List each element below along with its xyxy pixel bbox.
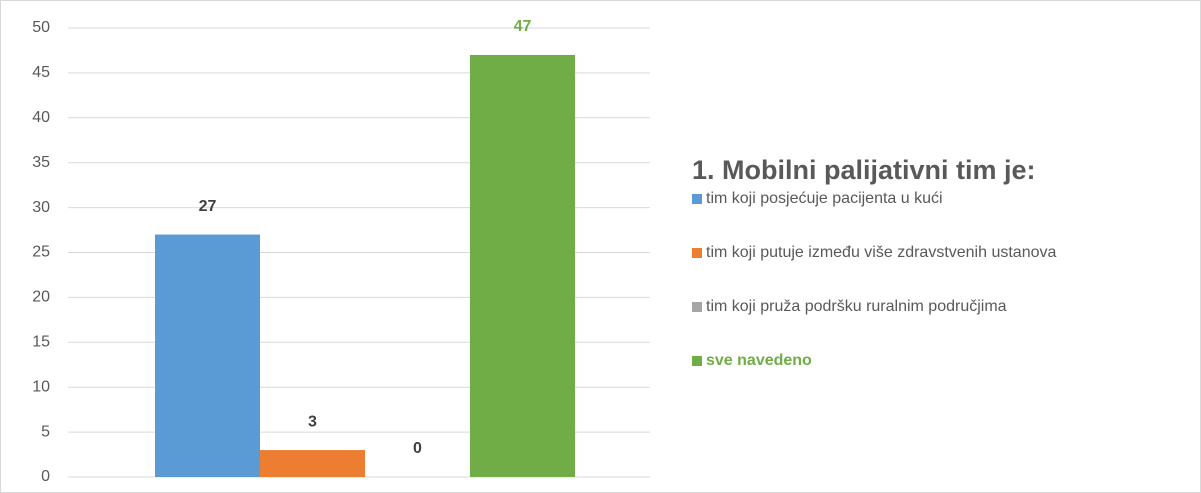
legend-swatch: [692, 302, 702, 312]
y-tick-label: 40: [32, 109, 50, 126]
bar: [470, 54, 575, 477]
y-tick-label: 45: [32, 64, 50, 81]
y-tick-label: 20: [32, 289, 50, 306]
y-tick-label: 50: [32, 19, 50, 36]
bar: [155, 234, 260, 477]
legend-label: tim koji pruža podršku ruralnim područji…: [706, 298, 1007, 315]
legend-label: tim koji putuje između više zdravstvenih…: [706, 244, 1056, 261]
y-tick-label: 25: [32, 244, 50, 261]
chart-title: 1. Mobilni palijativni tim je:: [692, 155, 1036, 185]
legend-swatch: [692, 194, 702, 204]
data-label: 27: [199, 198, 217, 215]
legend-swatch: [692, 356, 702, 366]
data-label: 47: [514, 18, 532, 35]
data-label: 0: [413, 440, 422, 457]
y-tick-label: 10: [32, 378, 50, 395]
y-tick-label: 15: [32, 334, 50, 351]
y-tick-label: 30: [32, 199, 50, 216]
bar: [260, 450, 365, 477]
y-tick-label: 35: [32, 154, 50, 171]
legend-swatch: [692, 248, 702, 258]
legend-label: sve navedeno: [706, 352, 812, 369]
data-label: 3: [308, 413, 317, 430]
y-tick-label: 5: [41, 423, 50, 440]
y-tick-label: 0: [41, 468, 50, 485]
legend-label: tim koji posjećuje pacijenta u kući: [706, 190, 943, 207]
